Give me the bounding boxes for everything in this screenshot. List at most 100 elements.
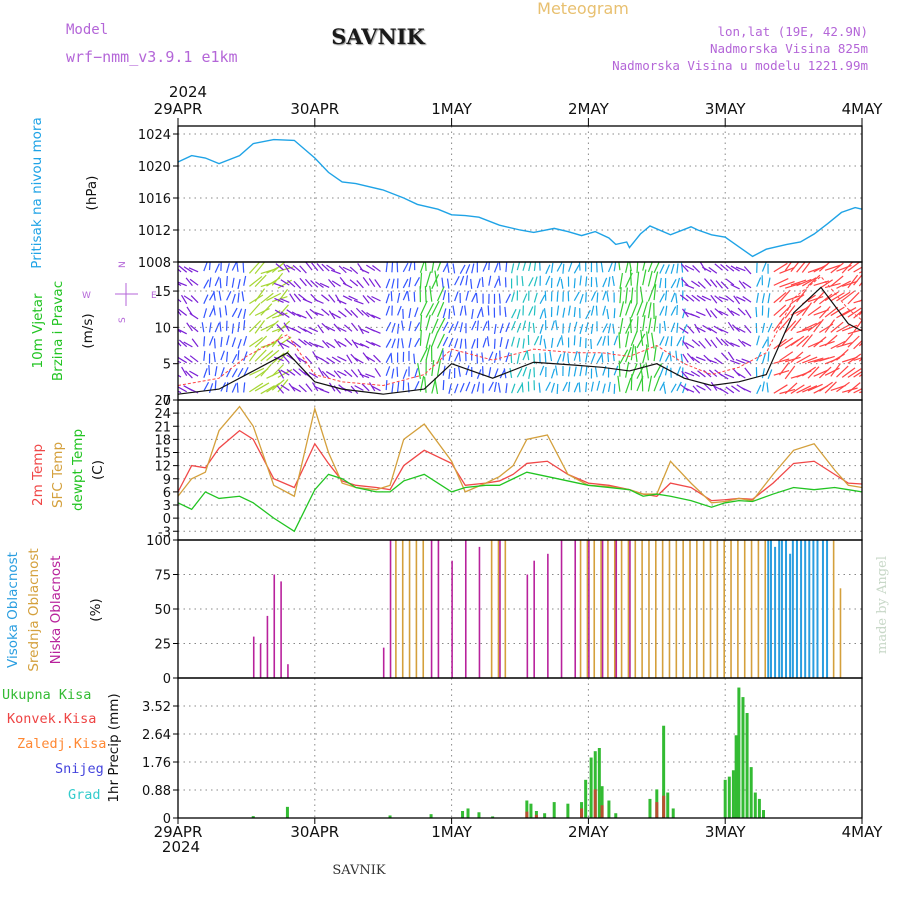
wind-arrow xyxy=(725,386,735,394)
wind-arrow xyxy=(321,263,330,272)
wind-arrow xyxy=(391,262,394,273)
wind-arrow xyxy=(361,309,370,318)
wind-arrow xyxy=(704,278,712,287)
wind-arrow xyxy=(698,340,706,349)
wind-arrow xyxy=(310,279,319,288)
wind-arrow xyxy=(511,308,517,319)
wind-arrow xyxy=(493,368,499,379)
wind-arrow xyxy=(761,368,765,379)
wind-arrow xyxy=(185,277,193,286)
wind-arrow xyxy=(213,290,216,301)
wind-arrow xyxy=(465,275,469,286)
wind-arrow xyxy=(476,308,482,319)
wind-arrow xyxy=(545,264,551,275)
wind-arrow xyxy=(779,351,794,362)
convective-precip-bar xyxy=(655,802,659,818)
wind-arrow xyxy=(630,330,638,346)
wind-arrow xyxy=(385,305,391,316)
wind-arrow xyxy=(697,281,706,289)
wind-arrow xyxy=(274,297,284,304)
wind-arrow xyxy=(732,324,741,333)
wind-arrow xyxy=(690,313,700,319)
mid-cloud-axis-title: Srednja Oblacnost xyxy=(26,548,42,671)
wind-arrow xyxy=(414,380,420,391)
wind-arrow xyxy=(590,353,596,364)
wind-arrow xyxy=(813,336,827,348)
wind-arrow xyxy=(326,264,336,272)
wind-arrow xyxy=(454,275,460,286)
wind-arrow xyxy=(842,387,858,393)
wind-arrow xyxy=(356,280,364,289)
wind-arrow xyxy=(732,368,741,377)
wind-arrow xyxy=(602,323,608,333)
wind-arrow xyxy=(659,367,664,377)
wind-arrow xyxy=(842,280,858,287)
compass-north: N xyxy=(118,261,128,268)
wind-arrow xyxy=(277,320,291,333)
wind-arrow xyxy=(730,310,740,317)
wind-arrow xyxy=(790,335,805,346)
wind-arrow xyxy=(619,287,622,304)
wind-arrow xyxy=(254,320,266,334)
wind-arrow xyxy=(493,262,499,273)
wind-arrow xyxy=(459,275,465,286)
wind-arrow xyxy=(767,307,770,318)
wind-arrow xyxy=(670,383,677,393)
model-name: wrf−nmm_v3.9.1 e1km xyxy=(66,48,238,66)
wind-arrow xyxy=(254,262,266,274)
wind-arrow xyxy=(319,282,330,288)
wind-arrow xyxy=(214,276,220,287)
wind-arrow xyxy=(773,278,789,286)
wind-arrow xyxy=(830,275,844,287)
wind-arrow xyxy=(680,278,689,287)
wind-arrow xyxy=(533,262,537,272)
wind-arrow xyxy=(448,308,451,319)
wind-arrow xyxy=(556,383,559,394)
wind-arrow xyxy=(670,263,675,274)
wind-arrow xyxy=(431,274,440,290)
wind-arrow xyxy=(653,345,657,362)
wind-arrow xyxy=(271,379,285,391)
wind-arrow xyxy=(602,335,606,346)
wind-arrow xyxy=(727,351,735,361)
wind-arrow xyxy=(718,310,729,317)
total-precip-bar xyxy=(429,814,433,818)
wind-arrow xyxy=(459,305,464,316)
wind-arrow xyxy=(617,375,621,392)
wind-arrow xyxy=(425,271,432,288)
total-precip-bar xyxy=(529,803,533,818)
wind-arrow xyxy=(291,327,302,334)
wind-arrow xyxy=(178,265,188,273)
wind-arrow xyxy=(366,295,376,303)
wind-arrow xyxy=(448,383,452,394)
wind-arrow xyxy=(408,262,413,272)
wind-arrow xyxy=(543,308,547,319)
cloud-units: (%) xyxy=(88,598,104,621)
pressure-axis-title: Pritisak na nivou mora xyxy=(29,117,45,268)
wind-arrow xyxy=(766,382,769,393)
wind-arrow xyxy=(607,262,613,273)
wind-arrow xyxy=(697,370,706,378)
wind-arrow xyxy=(213,305,216,316)
wind-arrow xyxy=(476,278,481,289)
total-precip-bar xyxy=(737,687,741,818)
wind-arrow xyxy=(647,262,653,273)
total-precip-bar xyxy=(593,751,597,818)
wind-arrow xyxy=(801,262,811,273)
wind-arrow xyxy=(545,275,551,286)
wind-arrow xyxy=(713,325,723,332)
wind-arrow xyxy=(682,340,689,350)
wind-arrow xyxy=(528,277,534,287)
wind-arrow xyxy=(670,306,677,316)
wind-arrow xyxy=(359,328,370,334)
wind-arrow xyxy=(550,382,555,393)
wind-arrow xyxy=(847,262,861,272)
wind-arrow xyxy=(556,353,562,364)
wind-arrow xyxy=(676,277,681,288)
wind-arrow xyxy=(853,357,862,362)
wind-arrow xyxy=(573,335,576,346)
wind-arrow xyxy=(819,279,834,290)
wind-arrow xyxy=(556,262,563,272)
wind-arrow xyxy=(465,264,471,274)
wind-arrow xyxy=(726,307,735,317)
